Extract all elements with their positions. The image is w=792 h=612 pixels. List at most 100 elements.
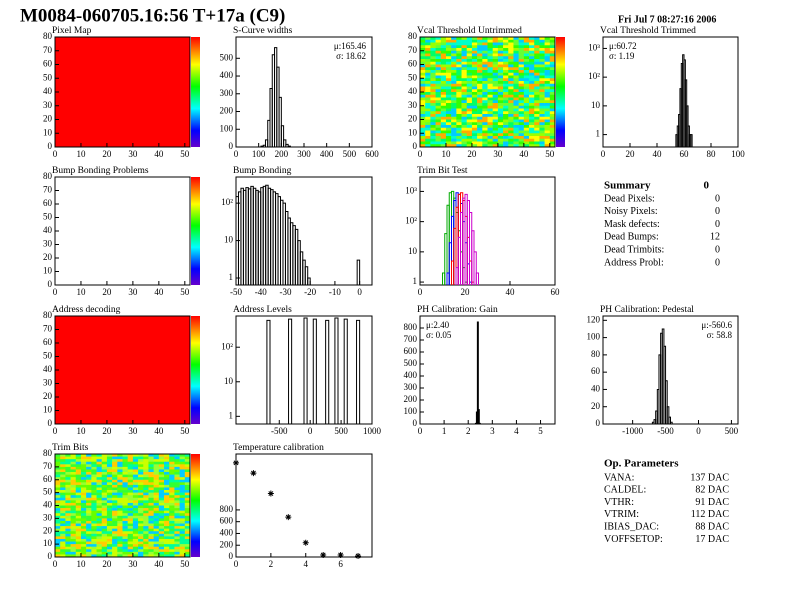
heatmap-cell (148, 510, 154, 514)
heatmap-cell (127, 479, 134, 483)
heatmap-cell (539, 45, 545, 49)
heatmap-cell (86, 461, 92, 465)
heatmap-cell (153, 541, 160, 545)
heatmap-cell (523, 72, 530, 76)
heatmap-cell (482, 50, 488, 54)
heatmap-cell (420, 116, 426, 120)
heatmap-cell (174, 513, 180, 517)
summary-value: 0 (715, 244, 720, 255)
heatmap-cell (477, 103, 483, 107)
heatmap-cell (544, 70, 551, 74)
y-tick-label: 0 (413, 141, 418, 151)
heatmap-cell (425, 105, 431, 109)
heatmap-cell (461, 59, 468, 63)
heatmap-cell (508, 136, 514, 140)
heatmap-cell (456, 138, 462, 142)
heatmap-cell (65, 531, 71, 535)
heatmap-cell (70, 520, 77, 524)
heatmap-cell (456, 48, 462, 52)
heatmap-cell (179, 536, 186, 540)
heatmap-cell (503, 56, 509, 60)
heatmap-cell (117, 536, 123, 540)
heatmap-cell (91, 456, 97, 460)
heatmap-cell (487, 136, 493, 140)
heatmap-cell (122, 546, 128, 550)
heatmap-cell (539, 133, 545, 137)
heatmap-cell (518, 136, 525, 140)
x-tick-label: 60 (551, 287, 561, 297)
heatmap-cell (75, 456, 82, 460)
heatmap-cell (420, 92, 426, 96)
heatmap-cell (549, 133, 556, 137)
heatmap-cell (487, 83, 493, 87)
heatmap-cell (112, 536, 118, 540)
heatmap-cell (127, 500, 134, 504)
heatmap-cell (508, 83, 514, 87)
heatmap-cell (430, 103, 436, 107)
y-tick-label: 70 (408, 45, 418, 55)
histogram-bin (280, 125, 285, 147)
heatmap-cell (184, 474, 191, 478)
heatmap-cell (425, 130, 431, 134)
heatmap-cell (143, 477, 149, 481)
heatmap-cell (430, 94, 436, 98)
heatmap-cell (101, 472, 108, 475)
y-tick-label: 1 (229, 410, 234, 420)
heatmap-cell (91, 500, 97, 504)
heatmap-cell (435, 89, 442, 93)
heatmap-cell (435, 45, 442, 49)
heatmap-cell (503, 116, 509, 120)
heatmap-cell (425, 94, 431, 98)
heatmap-cell (466, 108, 473, 112)
heatmap-cell (549, 100, 556, 104)
heatmap-cell (445, 83, 452, 87)
heatmap-cell (534, 105, 540, 109)
heatmap-cell (106, 526, 113, 529)
heatmap-cell (492, 144, 499, 148)
heatmap-cell (106, 484, 113, 488)
heatmap-cell (55, 461, 61, 465)
heatmap-cell (169, 469, 175, 473)
heatmap-cell (513, 83, 519, 87)
heatmap-cell (539, 144, 545, 148)
heatmap-cell (471, 111, 478, 115)
heatmap-cell (127, 526, 134, 529)
heatmap-cell (529, 45, 535, 49)
y-tick-label: 100 (587, 332, 601, 342)
heatmap-cell (435, 100, 442, 104)
heatmap-cell (523, 141, 530, 145)
heatmap-cell (497, 83, 504, 87)
heatmap-cell (86, 505, 92, 509)
x-tick-label: 40 (154, 559, 164, 569)
heatmap-cell (179, 513, 186, 517)
histogram-bin (334, 317, 339, 424)
heatmap-cell (487, 94, 493, 98)
heatmap-cell (430, 39, 436, 43)
heatmap-cell (461, 100, 468, 104)
heatmap-cell (534, 144, 540, 148)
heatmap-cell (539, 64, 545, 68)
heatmap-cell (91, 505, 97, 509)
heatmap-cell (112, 541, 118, 545)
heatmap-cell (529, 127, 535, 131)
heatmap-cell (445, 45, 452, 49)
heatmap-cell (461, 64, 468, 68)
heatmap-cell (549, 138, 556, 142)
heatmap-cell (86, 456, 92, 460)
op-value: 137 DAC (690, 472, 729, 483)
heatmap-cell (106, 456, 113, 460)
heatmap-cell (148, 518, 154, 522)
heatmap-cell (518, 61, 525, 65)
heatmap-cell (122, 510, 128, 514)
heatmap-cell (503, 64, 509, 68)
x-tick-label: 80 (707, 149, 717, 159)
heatmap-cell (508, 42, 514, 46)
heatmap-cell (174, 554, 180, 558)
heatmap-cell (497, 37, 504, 41)
heatmap-cell (96, 502, 103, 506)
heatmap-cell (70, 466, 77, 470)
heatmap-cell (492, 78, 499, 82)
heatmap-cell (466, 56, 473, 60)
heatmap-cell (138, 526, 144, 529)
heatmap-cell (523, 61, 530, 65)
